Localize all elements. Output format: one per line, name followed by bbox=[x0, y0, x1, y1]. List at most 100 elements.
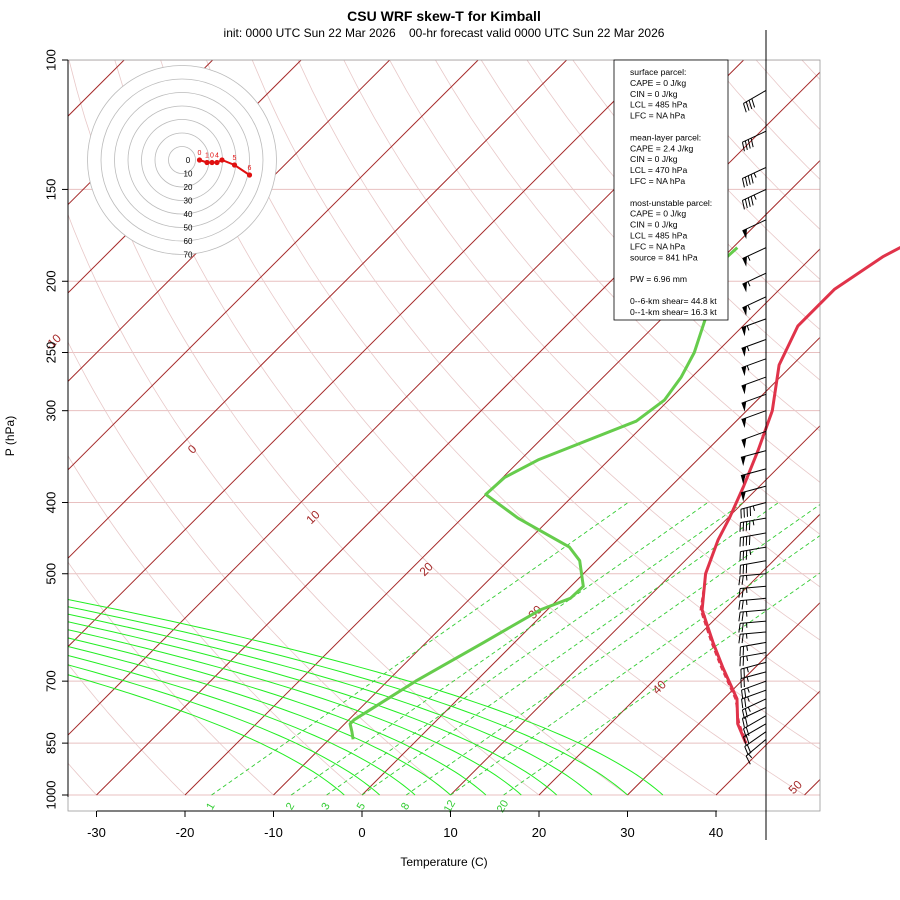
wind-barb bbox=[739, 517, 767, 532]
mixing-ratio-label: 2 bbox=[284, 801, 297, 812]
isotherm-line bbox=[893, 60, 900, 795]
info-line: 0--1-km shear= 16.3 kt bbox=[630, 307, 717, 317]
wind-barb bbox=[739, 560, 767, 575]
wind-barb bbox=[743, 89, 767, 113]
wind-barb bbox=[740, 485, 767, 502]
parcel-info-box bbox=[613, 59, 729, 321]
mixing-ratio-label: 1 bbox=[204, 801, 217, 812]
wind-barb bbox=[741, 430, 767, 449]
dry-adiabat bbox=[68, 455, 363, 796]
x-tick-label: -30 bbox=[87, 825, 106, 840]
isotherm-label: 40 bbox=[650, 677, 670, 697]
wind-barb bbox=[740, 502, 767, 519]
mixing-ratio-label: 8 bbox=[399, 801, 412, 812]
wind-barb bbox=[743, 723, 767, 746]
y-tick-label: 300 bbox=[43, 400, 58, 422]
isotherm-line bbox=[68, 60, 479, 471]
wind-barb bbox=[740, 661, 767, 679]
y-tick-label: 100 bbox=[43, 49, 58, 71]
info-line: LCL = 470 hPa bbox=[630, 165, 687, 175]
y-tick-label: 700 bbox=[43, 670, 58, 692]
hodograph-point bbox=[196, 157, 203, 163]
mixing-ratio-label: 12 bbox=[442, 798, 459, 815]
x-axis-label: Temperature (C) bbox=[400, 855, 487, 869]
info-line: CIN = 0 J/kg bbox=[630, 89, 678, 99]
mixing-ratio-line bbox=[503, 572, 820, 796]
dry-adiabat bbox=[755, 60, 820, 131]
moist-adiabat bbox=[68, 621, 558, 796]
wind-barb bbox=[741, 130, 767, 152]
dry-adiabat bbox=[801, 60, 820, 81]
wind-barb bbox=[738, 620, 767, 633]
hodograph-point bbox=[231, 162, 238, 168]
wind-barb bbox=[740, 671, 767, 688]
wind-barb bbox=[741, 689, 767, 709]
info-line: 0--6-km shear= 44.8 kt bbox=[630, 296, 717, 306]
wind-barb bbox=[738, 609, 767, 622]
dry-adiabat bbox=[68, 663, 186, 796]
hodograph-point bbox=[204, 159, 210, 166]
info-line: source = 841 hPa bbox=[630, 252, 698, 262]
info-line: most-unstable parcel: bbox=[630, 198, 712, 208]
wind-barb bbox=[743, 715, 767, 738]
dry-adiabat bbox=[848, 60, 900, 795]
hodograph-point-label: 1 bbox=[205, 153, 209, 160]
mixing-ratio-line bbox=[290, 502, 709, 796]
dry-adiabat bbox=[114, 60, 717, 796]
moist-adiabat bbox=[68, 598, 664, 796]
isotherm-line bbox=[361, 336, 820, 796]
dry-adiabat bbox=[68, 561, 274, 796]
hodograph-ring bbox=[100, 78, 264, 242]
info-line: LCL = 485 hPa bbox=[630, 231, 687, 241]
isotherm-line bbox=[68, 60, 568, 559]
wind-barb bbox=[738, 597, 767, 610]
wind-barb bbox=[745, 738, 767, 765]
y-tick-label: 250 bbox=[43, 342, 58, 364]
y-tick-label: 200 bbox=[43, 270, 58, 292]
moist-adiabat bbox=[68, 654, 416, 796]
hodograph-point bbox=[209, 159, 215, 166]
hodograph-point bbox=[214, 159, 220, 166]
x-tick-label: 0 bbox=[358, 825, 365, 840]
mixing-ratio-line bbox=[361, 502, 779, 796]
wind-barb bbox=[740, 450, 767, 467]
hodograph-ring bbox=[127, 105, 237, 215]
wind-barb bbox=[741, 358, 767, 377]
wind-barb bbox=[739, 546, 767, 561]
hodograph-ring bbox=[114, 92, 250, 228]
wind-barb bbox=[742, 247, 767, 267]
dry-adiabat bbox=[709, 60, 820, 180]
dry-adiabat bbox=[480, 60, 820, 432]
hodograph-point-label: 0 bbox=[210, 153, 214, 160]
hodograph-point-label: 6 bbox=[248, 165, 252, 172]
hodograph-point-label: 5 bbox=[233, 155, 237, 162]
dry-adiabat bbox=[206, 60, 820, 750]
hodograph-point-label: 0 bbox=[198, 150, 202, 157]
x-tick-label: -10 bbox=[264, 825, 283, 840]
x-tick-label: 40 bbox=[709, 825, 723, 840]
wind-barb bbox=[742, 219, 767, 239]
info-line: CAPE = 2.4 J/kg bbox=[630, 143, 694, 153]
moist-adiabat bbox=[68, 664, 381, 796]
info-line: LFC = NA hPa bbox=[630, 241, 685, 251]
dry-adiabat bbox=[68, 60, 628, 796]
wind-barb bbox=[744, 731, 767, 756]
y-axis-label: P (hPa) bbox=[3, 416, 17, 456]
y-tick-label: 1000 bbox=[43, 781, 58, 810]
info-line: CIN = 0 J/kg bbox=[630, 154, 678, 164]
x-tick-label: 10 bbox=[443, 825, 457, 840]
mixing-ratio-line bbox=[405, 503, 820, 796]
info-line: CAPE = 0 J/kg bbox=[630, 78, 686, 88]
hodograph-ring bbox=[87, 65, 277, 255]
wind-barb bbox=[739, 532, 767, 547]
wind-barb bbox=[741, 166, 767, 188]
isotherm-line bbox=[184, 159, 820, 796]
wind-barb bbox=[741, 338, 767, 357]
hodograph-ring-label: 50 bbox=[184, 224, 193, 233]
isotherm-label: 20 bbox=[417, 559, 437, 579]
hodograph-center-label: 0 bbox=[186, 156, 191, 165]
wind-barb bbox=[741, 410, 767, 429]
x-tick-label: 30 bbox=[620, 825, 634, 840]
isotherm-line bbox=[715, 690, 820, 796]
wind-barb bbox=[741, 706, 767, 728]
